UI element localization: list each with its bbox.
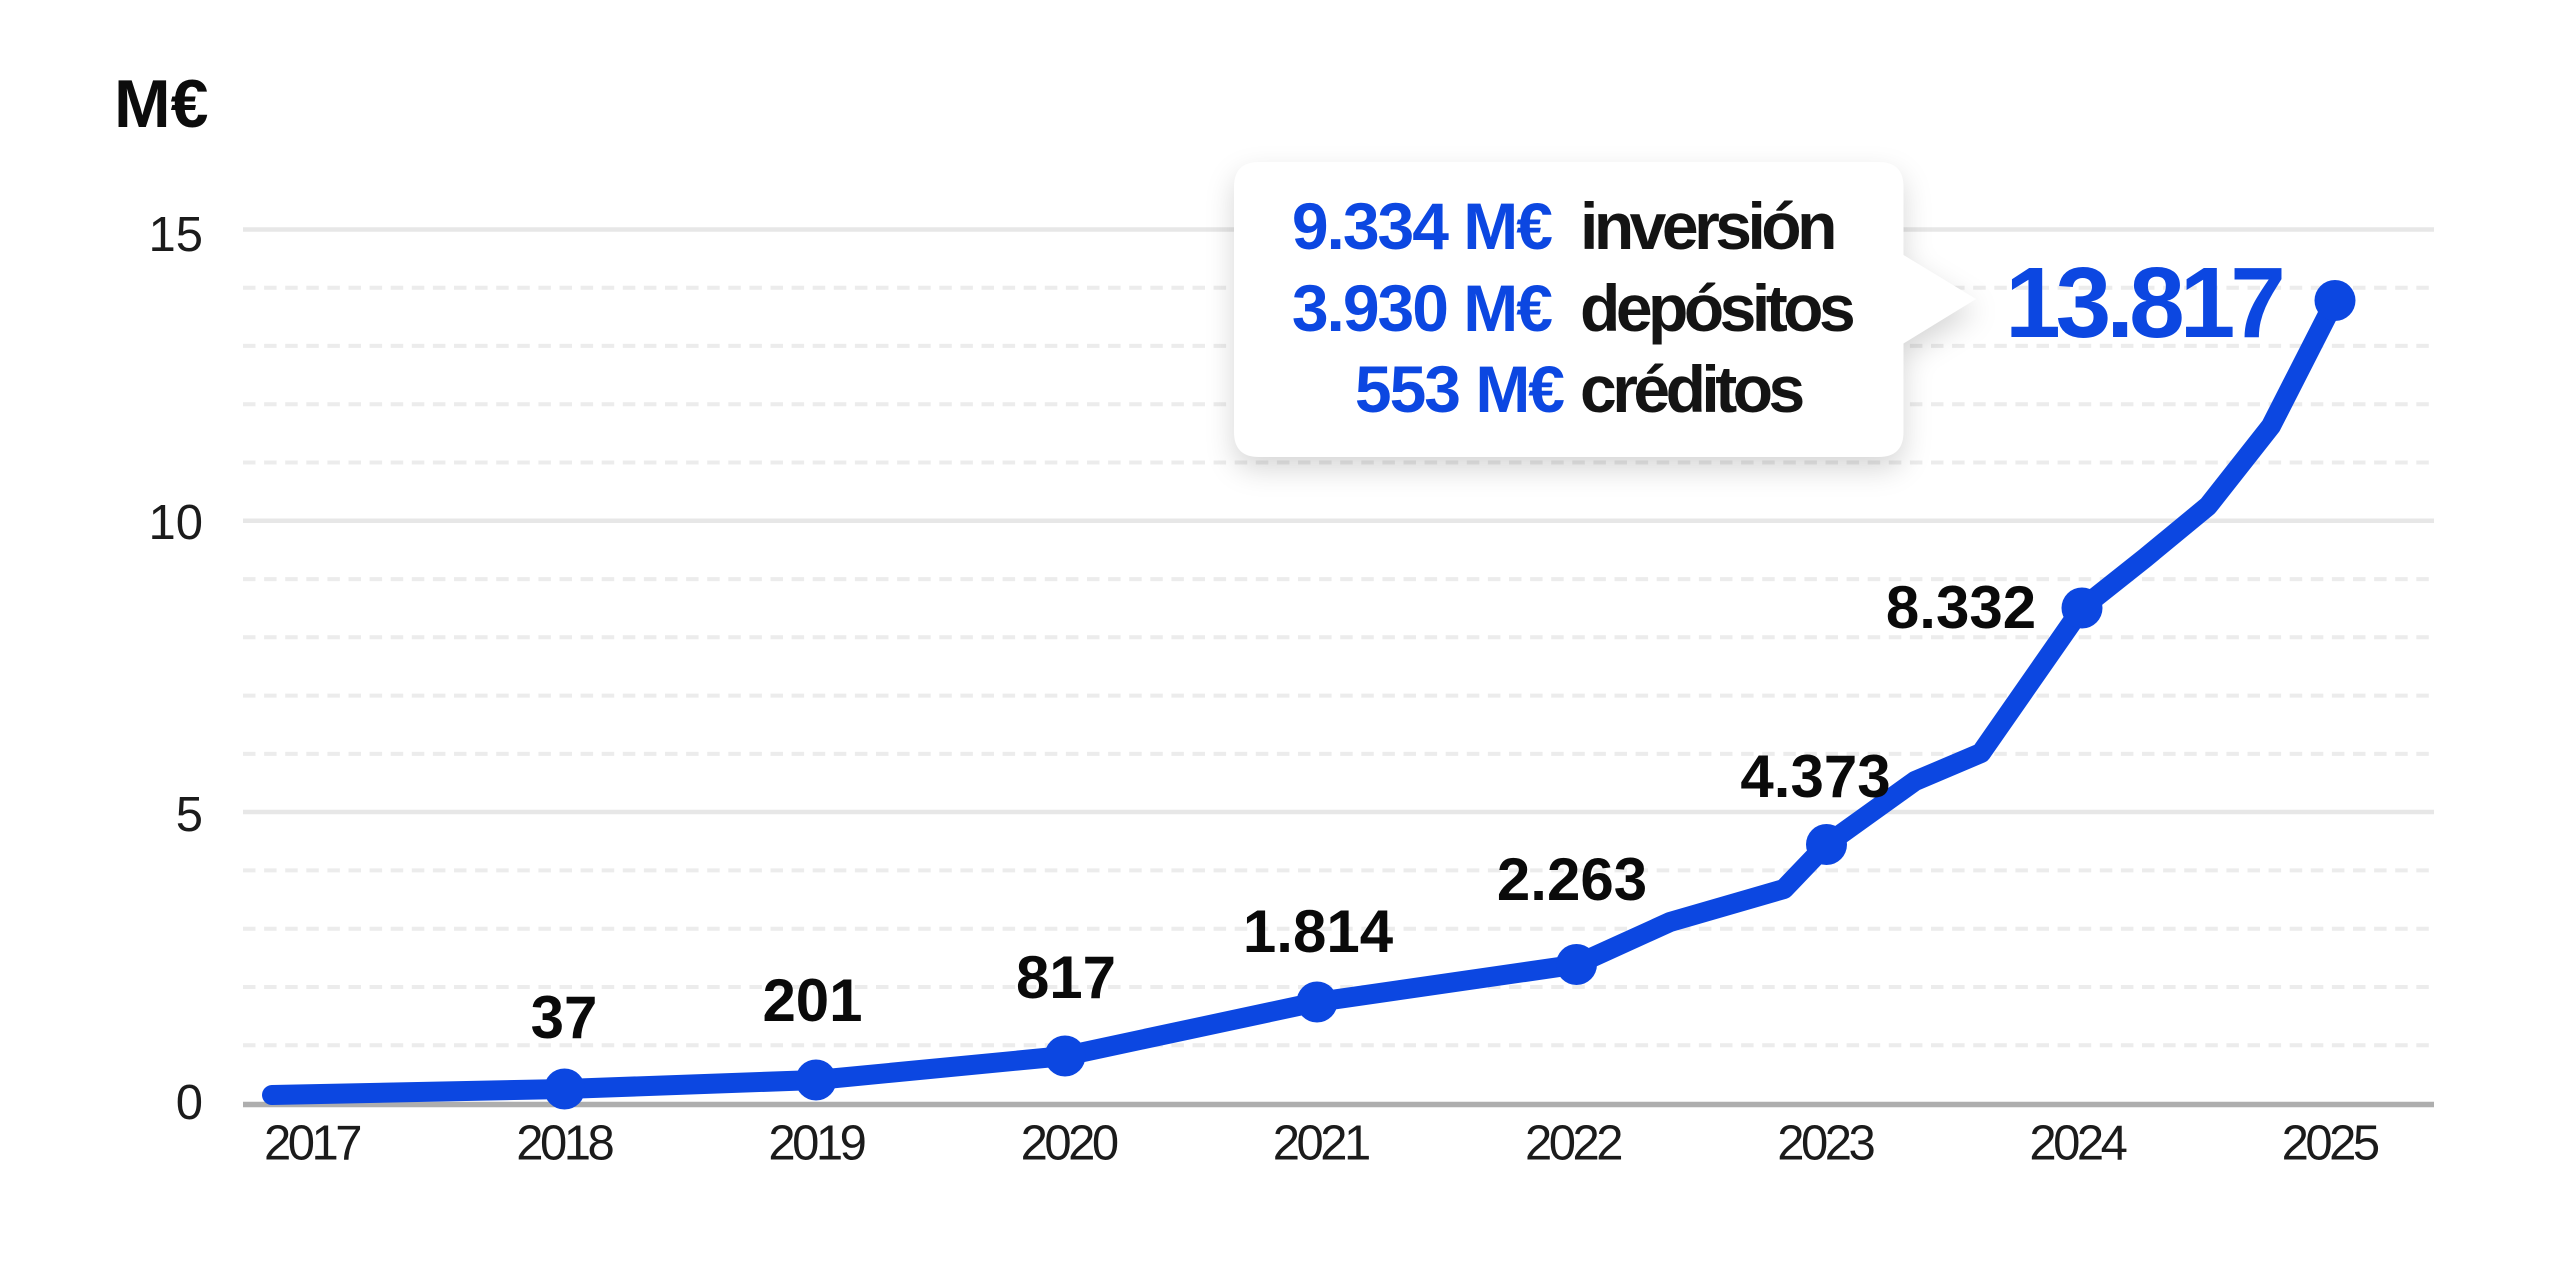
svg-text:553 M€: 553 M€ xyxy=(1355,352,1564,426)
svg-text:2018: 2018 xyxy=(516,1117,613,1171)
svg-text:3.930 M€: 3.930 M€ xyxy=(1292,271,1552,345)
svg-text:817: 817 xyxy=(1016,944,1116,1011)
svg-text:2022: 2022 xyxy=(1525,1117,1621,1171)
svg-text:9.334 M€: 9.334 M€ xyxy=(1292,189,1552,263)
svg-text:37: 37 xyxy=(531,984,598,1051)
svg-text:2021: 2021 xyxy=(1273,1117,1369,1171)
svg-text:1.814: 1.814 xyxy=(1243,898,1394,965)
svg-text:15: 15 xyxy=(148,208,203,262)
svg-text:2.263: 2.263 xyxy=(1497,846,1647,913)
svg-text:2023: 2023 xyxy=(1777,1117,1874,1171)
svg-text:2025: 2025 xyxy=(2282,1117,2379,1171)
svg-text:5: 5 xyxy=(176,788,203,842)
svg-text:13.817: 13.817 xyxy=(2005,247,2282,359)
svg-text:0: 0 xyxy=(176,1076,203,1130)
svg-text:créditos: créditos xyxy=(1580,352,1803,426)
svg-text:2019: 2019 xyxy=(768,1117,864,1171)
svg-text:depósitos: depósitos xyxy=(1580,271,1853,345)
svg-text:M€: M€ xyxy=(114,66,208,142)
svg-text:inversión: inversión xyxy=(1580,189,1834,263)
svg-text:2024: 2024 xyxy=(2029,1117,2126,1171)
svg-text:201: 201 xyxy=(762,967,862,1034)
svg-text:10: 10 xyxy=(148,496,203,550)
svg-text:2020: 2020 xyxy=(1021,1117,1118,1171)
svg-text:8.332: 8.332 xyxy=(1886,574,2036,641)
svg-text:2017: 2017 xyxy=(264,1117,360,1171)
svg-text:4.373: 4.373 xyxy=(1740,743,1890,810)
